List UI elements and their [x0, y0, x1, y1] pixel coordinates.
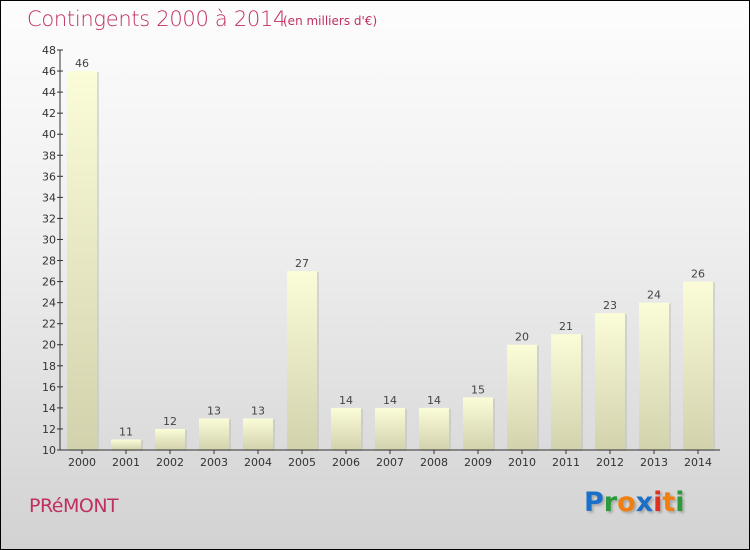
y-tick-label: 18 — [42, 360, 56, 373]
logo-letter: r — [603, 487, 618, 518]
data-label: 14 — [427, 394, 441, 407]
data-label: 26 — [691, 268, 705, 281]
logo-letter: P — [584, 487, 604, 518]
x-tick-label: 2007 — [376, 456, 404, 469]
x-tick-label: 2001 — [112, 456, 140, 469]
logo-letter: x — [635, 487, 654, 518]
logo-letter: o — [617, 487, 636, 518]
bar — [683, 281, 713, 450]
bar — [199, 418, 229, 450]
data-label: 27 — [295, 257, 309, 270]
data-label: 23 — [603, 299, 617, 312]
bar — [595, 313, 625, 450]
bar — [287, 271, 317, 450]
data-label: 21 — [559, 320, 573, 333]
x-tick-label: 2014 — [684, 456, 712, 469]
y-tick-label: 32 — [42, 212, 56, 225]
y-tick-label: 14 — [42, 402, 56, 415]
data-label: 14 — [339, 394, 353, 407]
y-tick-label: 24 — [42, 297, 56, 310]
y-tick-label: 34 — [42, 191, 56, 204]
y-tick-label: 46 — [42, 65, 56, 78]
y-tick-label: 12 — [42, 423, 56, 436]
bar — [67, 71, 97, 450]
chart-unit: (en milliers d'€) — [283, 14, 378, 28]
bar — [331, 407, 361, 450]
proxiti-logo: Proxiti — [584, 487, 685, 518]
x-tick-label: 2009 — [464, 456, 492, 469]
y-tick-label: 48 — [42, 44, 56, 57]
y-tick-label: 16 — [42, 381, 56, 394]
y-tick-label: 38 — [42, 149, 56, 162]
y-tick-label: 26 — [42, 276, 56, 289]
data-label: 11 — [119, 425, 133, 438]
data-label: 12 — [163, 415, 177, 428]
data-label: 15 — [471, 383, 485, 396]
y-tick-label: 30 — [42, 233, 56, 246]
y-tick-label: 28 — [42, 255, 56, 268]
y-tick-label: 36 — [42, 170, 56, 183]
bar — [551, 334, 581, 450]
bar — [243, 418, 273, 450]
x-tick-label: 2013 — [640, 456, 668, 469]
x-tick-label: 2002 — [156, 456, 184, 469]
logo-letter: t — [662, 487, 676, 518]
data-label: 14 — [383, 394, 397, 407]
bar — [463, 397, 493, 450]
data-label: 20 — [515, 331, 529, 344]
logo-letter: i — [675, 487, 685, 518]
x-tick-label: 2005 — [288, 456, 316, 469]
bar — [507, 344, 537, 450]
data-label: 13 — [251, 404, 265, 417]
x-tick-label: 2000 — [68, 456, 96, 469]
bar — [419, 407, 449, 450]
bar — [375, 407, 405, 450]
y-tick-label: 22 — [42, 318, 56, 331]
y-tick-label: 44 — [42, 86, 56, 99]
x-tick-label: 2012 — [596, 456, 624, 469]
x-tick-label: 2010 — [508, 456, 536, 469]
bar — [155, 428, 185, 450]
y-tick-label: 20 — [42, 339, 56, 352]
data-label: 24 — [647, 289, 661, 302]
x-tick-label: 2003 — [200, 456, 228, 469]
y-tick-label: 10 — [42, 444, 56, 457]
bar — [639, 302, 669, 450]
data-label: 13 — [207, 404, 221, 417]
x-tick-label: 2011 — [552, 456, 580, 469]
town-name: PRéMONT — [29, 495, 119, 517]
x-tick-label: 2004 — [244, 456, 272, 469]
logo-letter: i — [653, 487, 663, 518]
data-label: 46 — [75, 57, 89, 70]
y-tick-label: 40 — [42, 128, 56, 141]
bar — [111, 439, 141, 450]
chart-title: Contingents 2000 à 2014 — [27, 7, 287, 31]
x-tick-label: 2006 — [332, 456, 360, 469]
y-tick-label: 42 — [42, 107, 56, 120]
x-tick-label: 2008 — [420, 456, 448, 469]
